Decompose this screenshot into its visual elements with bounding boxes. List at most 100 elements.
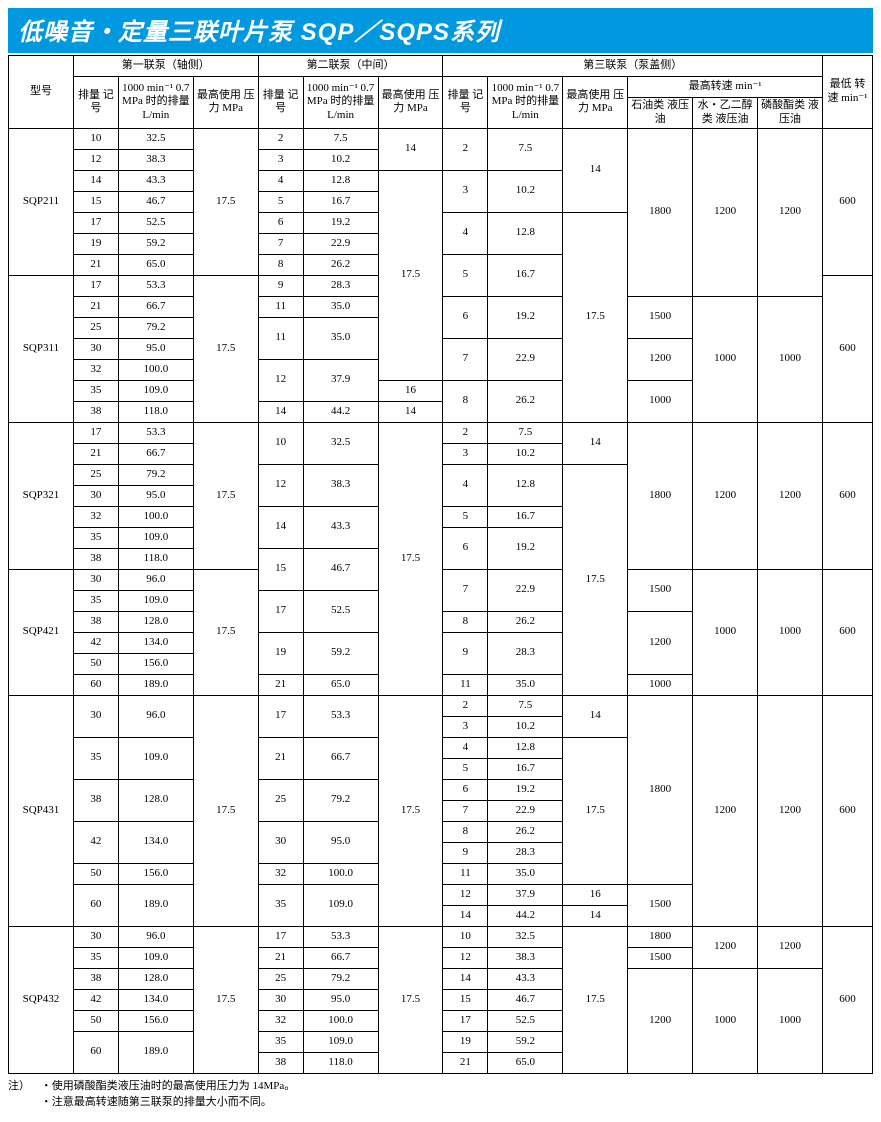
hdr-press2: 最高使用 压力 MPa <box>378 77 443 129</box>
cell: 109.0 <box>303 884 378 926</box>
cell: 600 <box>823 275 873 422</box>
cell: 17.5 <box>193 695 258 926</box>
cell: 66.7 <box>118 443 193 464</box>
hdr-oil-wg: 水・乙二醇类 液压油 <box>693 98 758 129</box>
cell: 5 <box>443 254 488 296</box>
cell: 19.2 <box>488 527 563 569</box>
cell: 1200 <box>693 128 758 296</box>
cell: 1500 <box>628 947 693 968</box>
cell: 35 <box>73 590 118 611</box>
cell: 14 <box>258 506 303 548</box>
model: SQP311 <box>9 275 74 422</box>
cell: 14 <box>378 401 443 422</box>
cell: 26.2 <box>303 254 378 275</box>
cell: 21 <box>73 296 118 317</box>
cell: 8 <box>443 821 488 842</box>
cell: 14 <box>443 968 488 989</box>
cell: 7 <box>443 338 488 380</box>
cell: 6 <box>443 779 488 800</box>
cell: 8 <box>258 254 303 275</box>
cell: 38.3 <box>118 149 193 170</box>
cell: 38.3 <box>488 947 563 968</box>
cell: 42 <box>73 632 118 653</box>
cell: 118.0 <box>303 1052 378 1073</box>
cell: 38.3 <box>303 464 378 506</box>
cell: 9 <box>443 842 488 863</box>
cell: 52.5 <box>488 1010 563 1031</box>
cell: 17.5 <box>193 926 258 1073</box>
cell: 1500 <box>628 296 693 338</box>
notes: 注） ・使用磷酸酯类液压油时的最高使用压力为 14MPa。 ・注意最高转速随第三… <box>8 1078 873 1111</box>
cell: 30 <box>73 485 118 506</box>
cell: 2 <box>258 128 303 149</box>
note-1: ・使用磷酸酯类液压油时的最高使用压力为 14MPa。 <box>41 1080 296 1092</box>
cell: 66.7 <box>303 947 378 968</box>
cell: 79.2 <box>303 968 378 989</box>
cell: 134.0 <box>118 989 193 1010</box>
cell: 12.8 <box>488 464 563 506</box>
cell: 1200 <box>758 128 823 296</box>
cell: 156.0 <box>118 653 193 674</box>
note-2: ・注意最高转速随第三联泵的排量大小而不同。 <box>41 1096 272 1108</box>
cell: 2 <box>443 422 488 443</box>
cell: 1000 <box>693 569 758 695</box>
cell: 95.0 <box>118 485 193 506</box>
cell: 16 <box>378 380 443 401</box>
cell: 96.0 <box>118 695 193 737</box>
cell: 66.7 <box>303 737 378 779</box>
cell: 3 <box>258 149 303 170</box>
cell: 50 <box>73 863 118 884</box>
cell: 17.5 <box>378 695 443 926</box>
cell: 1200 <box>628 338 693 380</box>
hdr-code1: 排量 记号 <box>73 77 118 129</box>
cell: 22.9 <box>488 569 563 611</box>
cell: 109.0 <box>118 527 193 548</box>
cell: 79.2 <box>303 779 378 821</box>
cell: 32.5 <box>118 128 193 149</box>
cell: 19 <box>73 233 118 254</box>
hdr-minspeed: 最低 转速 min⁻¹ <box>823 56 873 129</box>
cell: 25 <box>73 464 118 485</box>
cell: 50 <box>73 1010 118 1031</box>
hdr-flow1: 1000 min⁻¹ 0.7 MPa 时的排量 L/min <box>118 77 193 129</box>
cell: 12 <box>443 947 488 968</box>
cell: 12.8 <box>303 170 378 191</box>
cell: 11 <box>258 317 303 359</box>
cell: 30 <box>73 926 118 947</box>
cell: 7 <box>258 233 303 254</box>
cell: 3 <box>443 443 488 464</box>
cell: 30 <box>73 569 118 590</box>
cell: 96.0 <box>118 926 193 947</box>
cell: 10.2 <box>303 149 378 170</box>
cell: 189.0 <box>118 884 193 926</box>
hdr-pump1: 第一联泵（轴侧） <box>73 56 258 77</box>
notes-label: 注） <box>8 1078 38 1095</box>
cell: 44.2 <box>303 401 378 422</box>
cell: 43.3 <box>303 506 378 548</box>
cell: 21 <box>73 254 118 275</box>
cell: 1200 <box>628 611 693 674</box>
hdr-code2: 排量 记号 <box>258 77 303 129</box>
cell: 118.0 <box>118 401 193 422</box>
cell: 109.0 <box>303 1031 378 1052</box>
cell: 12.8 <box>488 212 563 254</box>
cell: 4 <box>443 464 488 506</box>
cell: 10 <box>73 128 118 149</box>
cell: 21 <box>73 443 118 464</box>
cell: 59.2 <box>488 1031 563 1052</box>
cell: 12 <box>443 884 488 905</box>
spec-table: 型号 第一联泵（轴侧） 第二联泵（中间） 第三联泵（泵盖侧） 最低 转速 min… <box>8 55 873 1074</box>
cell: 95.0 <box>303 989 378 1010</box>
cell: 17.5 <box>563 926 628 1073</box>
cell: 100.0 <box>118 359 193 380</box>
cell: 59.2 <box>303 632 378 674</box>
cell: 12.8 <box>488 737 563 758</box>
cell: 1800 <box>628 422 693 569</box>
cell: 32 <box>258 863 303 884</box>
cell: 7.5 <box>488 695 563 716</box>
cell: 109.0 <box>118 590 193 611</box>
cell: 25 <box>73 317 118 338</box>
cell: 9 <box>443 632 488 674</box>
cell: 35 <box>258 884 303 926</box>
cell: 32 <box>73 506 118 527</box>
